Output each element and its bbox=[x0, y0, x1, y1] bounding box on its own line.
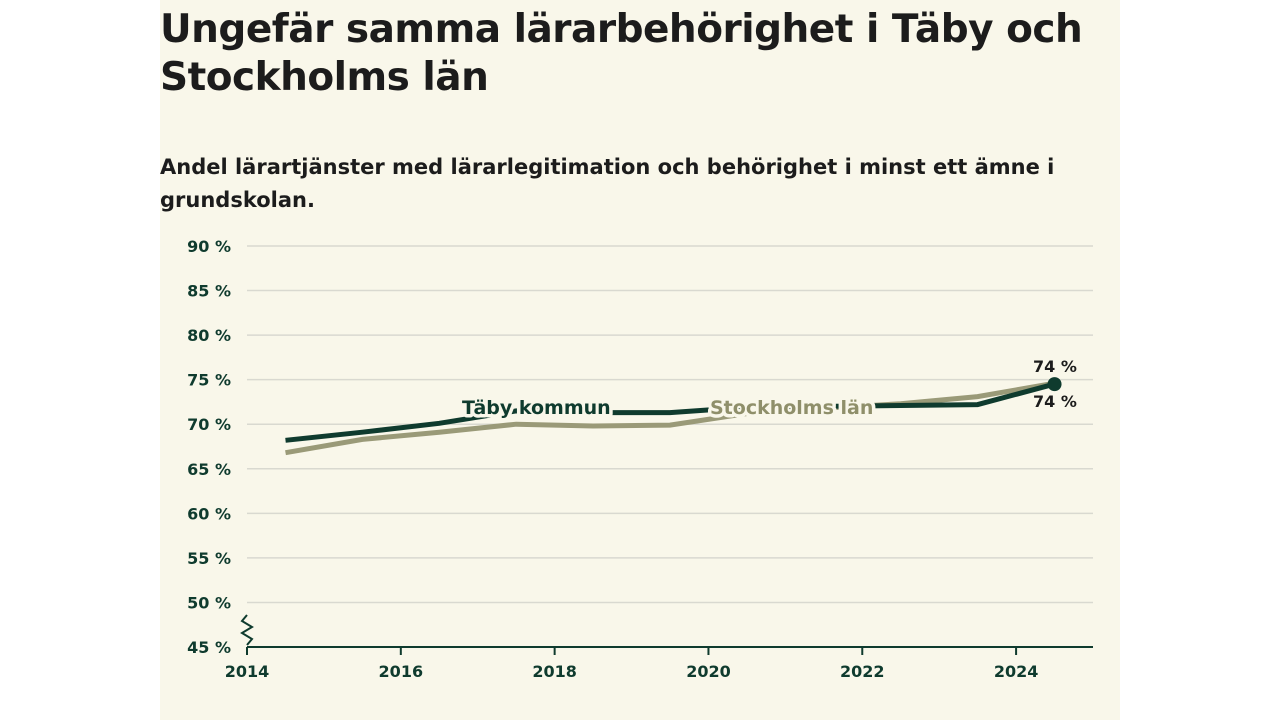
axis-break-icon bbox=[240, 614, 254, 646]
chart-subtitle: Andel lärartjänster med lärarlegitimatio… bbox=[160, 155, 1055, 212]
y-tick-label: 55 % bbox=[187, 549, 231, 568]
y-tick-label: 50 % bbox=[187, 593, 231, 612]
series-line-stockholm bbox=[285, 380, 1055, 456]
x-tick-label: 2018 bbox=[532, 662, 577, 681]
y-tick-label: 70 % bbox=[187, 415, 231, 434]
y-tick-label: 65 % bbox=[187, 460, 231, 479]
y-tick-label: 85 % bbox=[187, 282, 231, 301]
end-value-label-taby: 74 % bbox=[1033, 357, 1077, 376]
x-tick-label: 2022 bbox=[840, 662, 885, 681]
series-label-stockholm: Stockholms län bbox=[710, 397, 873, 419]
x-tick-label: 2016 bbox=[379, 662, 424, 681]
y-tick-label: 75 % bbox=[187, 371, 231, 390]
x-tick-label: 2014 bbox=[225, 662, 270, 681]
y-tick-label: 45 % bbox=[187, 638, 231, 657]
end-value-label-stockholm: 74 % bbox=[1033, 392, 1077, 411]
y-tick-label: 90 % bbox=[187, 237, 231, 256]
x-tick-label: 2020 bbox=[686, 662, 731, 681]
chart-background bbox=[160, 0, 1120, 720]
y-tick-label: 80 % bbox=[187, 326, 231, 345]
series-label-taby: Täby kommun bbox=[462, 397, 611, 419]
series-line-taby bbox=[285, 381, 1056, 443]
chart-title: Ungefär samma lärarbehörighet i Täby och… bbox=[160, 7, 1083, 100]
y-tick-label: 60 % bbox=[187, 504, 231, 523]
end-point-taby bbox=[1047, 377, 1062, 392]
x-tick-label: 2024 bbox=[994, 662, 1039, 681]
